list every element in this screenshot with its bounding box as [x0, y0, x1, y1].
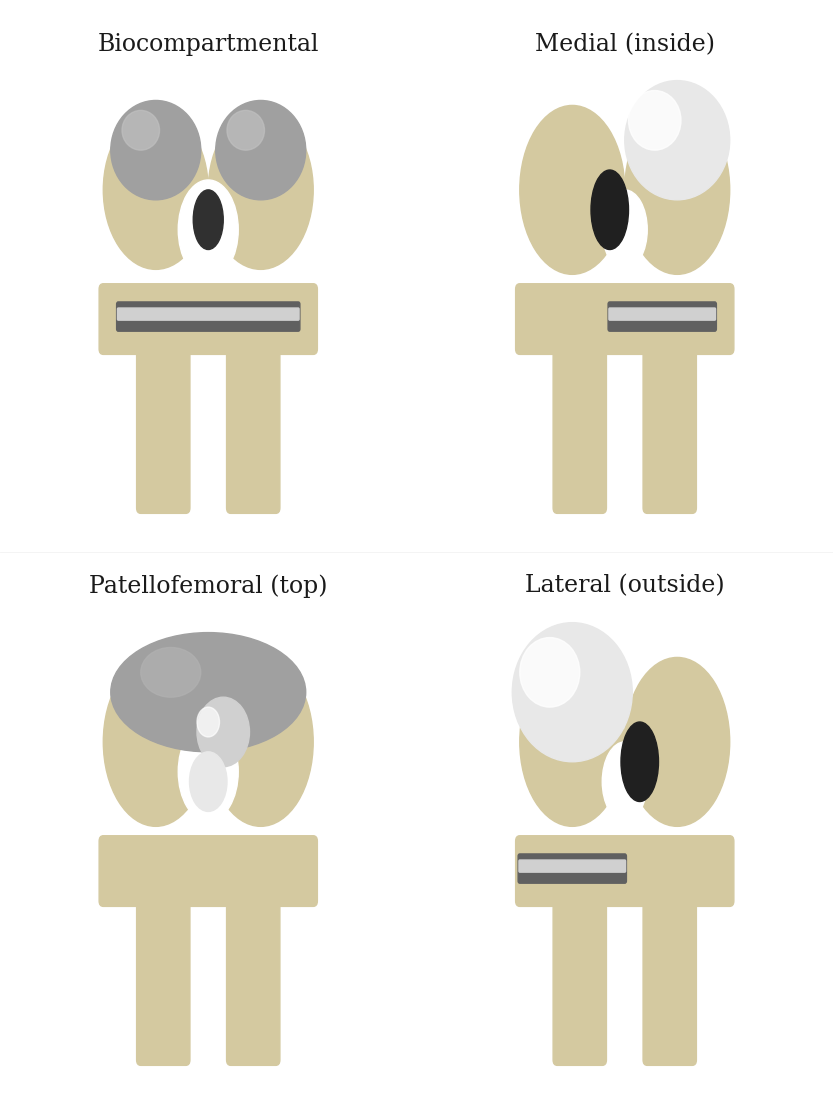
FancyBboxPatch shape: [137, 323, 190, 513]
Ellipse shape: [141, 647, 201, 698]
Ellipse shape: [197, 698, 250, 766]
FancyBboxPatch shape: [117, 308, 299, 320]
Ellipse shape: [621, 722, 658, 802]
Ellipse shape: [512, 623, 632, 762]
Ellipse shape: [197, 707, 219, 737]
Ellipse shape: [178, 180, 238, 279]
FancyBboxPatch shape: [137, 875, 190, 1065]
Ellipse shape: [520, 637, 580, 708]
FancyBboxPatch shape: [608, 302, 716, 331]
Ellipse shape: [111, 100, 201, 200]
FancyBboxPatch shape: [553, 323, 606, 513]
Ellipse shape: [103, 657, 208, 826]
Ellipse shape: [103, 110, 208, 269]
Ellipse shape: [628, 91, 681, 150]
Ellipse shape: [625, 81, 730, 200]
Text: Patellofemoral (top): Patellofemoral (top): [89, 574, 327, 597]
Ellipse shape: [208, 110, 313, 269]
FancyBboxPatch shape: [516, 836, 734, 906]
Ellipse shape: [216, 100, 306, 200]
FancyBboxPatch shape: [516, 284, 734, 354]
Ellipse shape: [178, 722, 238, 821]
Ellipse shape: [520, 657, 625, 826]
Ellipse shape: [189, 752, 227, 811]
FancyBboxPatch shape: [518, 854, 626, 883]
Ellipse shape: [625, 657, 730, 826]
FancyBboxPatch shape: [99, 284, 317, 354]
FancyBboxPatch shape: [519, 860, 626, 872]
Ellipse shape: [602, 742, 647, 821]
Ellipse shape: [602, 190, 647, 269]
Ellipse shape: [591, 170, 628, 250]
FancyBboxPatch shape: [643, 875, 696, 1065]
FancyBboxPatch shape: [643, 323, 696, 513]
FancyBboxPatch shape: [117, 302, 300, 331]
Ellipse shape: [111, 633, 306, 752]
Ellipse shape: [227, 110, 264, 150]
Text: Medial (inside): Medial (inside): [535, 33, 715, 56]
FancyBboxPatch shape: [227, 875, 280, 1065]
FancyBboxPatch shape: [609, 308, 716, 320]
FancyBboxPatch shape: [553, 875, 606, 1065]
Ellipse shape: [520, 105, 625, 275]
FancyBboxPatch shape: [99, 836, 317, 906]
Ellipse shape: [122, 110, 159, 150]
Text: Lateral (outside): Lateral (outside): [525, 574, 725, 597]
Ellipse shape: [208, 657, 313, 826]
Ellipse shape: [625, 105, 730, 275]
Text: Biocompartmental: Biocompartmental: [97, 33, 319, 56]
Ellipse shape: [193, 190, 223, 250]
FancyBboxPatch shape: [227, 323, 280, 513]
